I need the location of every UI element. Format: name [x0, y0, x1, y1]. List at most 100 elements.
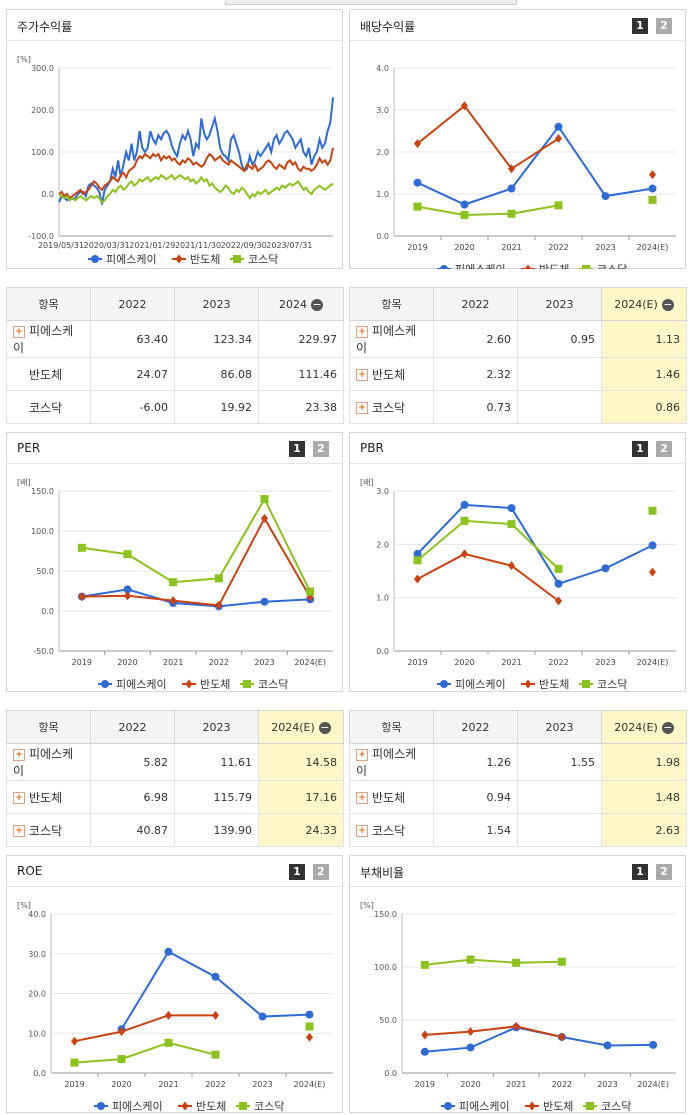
table-header-cell: 2024(E) − — [601, 710, 687, 744]
x-tick-label: 2020 — [454, 658, 474, 667]
collapse-icon[interactable]: − — [311, 297, 323, 311]
expand-icon[interactable]: + — [356, 825, 368, 837]
panel-title: 주가수익률 — [17, 20, 73, 34]
expand-icon[interactable]: + — [13, 825, 25, 837]
page-1-button[interactable]: 1 — [289, 441, 305, 457]
y-tick-label: 50.0 — [36, 567, 54, 576]
data-point — [305, 1022, 314, 1031]
panel-header: 배당수익률 1 2 — [350, 10, 685, 41]
page-2-button[interactable]: 2 — [313, 864, 329, 880]
data-point — [97, 1102, 105, 1110]
table-cell: 229.97 — [258, 320, 344, 358]
data-point — [413, 549, 422, 558]
row-name-label: 피에스케이 — [13, 747, 74, 778]
panel-dividend-yield: 배당수익률 1 2 0.0 1.0 2.0 3.0 4.0 2019 2020 2021 202… — [349, 9, 686, 269]
x-tick-label: 2019 — [415, 1080, 435, 1089]
series-line-semi — [74, 1014, 216, 1043]
row-name-label: 피에스케이 — [13, 324, 74, 355]
data-point — [507, 504, 516, 513]
header-label: 2022 — [461, 720, 490, 734]
row-name-label: 코스닥 — [372, 400, 406, 415]
row-name-cell: + 피에스케이 — [6, 320, 91, 358]
data-point — [233, 255, 241, 263]
x-tick-label: 2023/07/31 — [266, 241, 312, 250]
header-label: 2022 — [118, 297, 147, 311]
table-cell — [517, 813, 602, 847]
expand-icon[interactable]: + — [13, 325, 25, 338]
expand-icon[interactable]: + — [356, 325, 368, 338]
unit-label: [%] — [360, 901, 374, 910]
data-point — [555, 596, 562, 606]
legend-label: 반도체 — [196, 1100, 226, 1113]
x-tick-label: 2023 — [595, 658, 615, 667]
table-cell: 2.32 — [433, 357, 518, 391]
table-row: 반도체 24.07 86.08 111.46 — [6, 357, 344, 391]
page-1-button[interactable]: 1 — [289, 864, 305, 880]
y-tick-label: -50.0 — [33, 647, 54, 656]
table-header-cell: 2023 — [517, 287, 602, 321]
page-1-button[interactable]: 1 — [632, 441, 648, 457]
table-row: + 반도체 2.32 1.46 — [349, 357, 687, 391]
expand-icon[interactable]: + — [356, 369, 368, 381]
page-2-button[interactable]: 2 — [656, 18, 672, 34]
roe-chart: [%] 0.0 10.0 20.0 30.0 40.0 2019 2020 2021 2022 20… — [17, 901, 333, 1113]
collapse-icon[interactable]: − — [318, 720, 331, 734]
data-point — [512, 958, 521, 967]
data-point — [260, 597, 269, 606]
collapse-icon[interactable]: − — [661, 720, 674, 734]
panel-title: PER — [17, 441, 41, 455]
collapse-icon[interactable]: − — [661, 297, 674, 311]
table-header-cell: 2022 — [433, 710, 518, 744]
data-point — [91, 255, 99, 263]
page-1-button[interactable]: 1 — [632, 18, 648, 34]
panel-per: PER 1 2 [배] -50.0 0.0 50.0 100.0 150.0 2019 202… — [6, 432, 343, 692]
data-point — [582, 265, 590, 269]
y-tick-label: 0.0 — [41, 190, 54, 199]
row-name-label: 반도체 — [29, 367, 63, 382]
page-1-button[interactable]: 1 — [632, 864, 648, 880]
table-header-row: 항목 2022 2023 2024(E) − — [6, 710, 344, 744]
expand-icon[interactable]: + — [13, 748, 25, 761]
y-tick-label: 1.0 — [376, 190, 389, 199]
x-tick-label: 2024(E) — [637, 658, 669, 667]
x-tick-label: 2022 — [548, 243, 568, 252]
data-point — [211, 1050, 220, 1059]
series-line-pse — [58, 97, 334, 205]
page-2-button[interactable]: 2 — [656, 441, 672, 457]
x-tick-label: 2021 — [163, 658, 183, 667]
data-point — [169, 578, 178, 587]
expand-icon[interactable]: + — [13, 792, 25, 804]
expand-icon[interactable]: + — [356, 402, 368, 414]
header-label: 2023 — [202, 297, 231, 311]
legend-item-kosdaq: 코스닥 — [240, 678, 288, 691]
unit-label: [배] — [17, 478, 31, 487]
legend-label: 코스닥 — [258, 678, 288, 691]
x-tick-label: 2020 — [460, 1080, 480, 1089]
legend-label: 코스닥 — [248, 253, 278, 266]
data-point — [554, 122, 563, 131]
panel-stock-return: 주가수익률 [%] -100.0 0.0 100.0 200.0 300.0 2019/05… — [6, 9, 343, 269]
table-header-cell: 2023 — [517, 710, 602, 744]
x-tick-label: 2021 — [506, 1080, 526, 1089]
header-label: 2023 — [545, 720, 574, 734]
row-name-cell: + 피에스케이 — [349, 320, 434, 358]
table-row: + 피에스케이 1.26 1.55 1.98 — [349, 743, 687, 781]
table-cell: 23.38 — [258, 390, 344, 424]
y-tick-label: 0.0 — [41, 607, 54, 616]
series-line-kosdaq — [424, 958, 562, 966]
panel-title: 배당수익률 — [360, 20, 416, 34]
table-cell: 0.95 — [517, 320, 602, 358]
data-point — [420, 1047, 429, 1056]
data-point — [70, 1058, 79, 1067]
y-tick-label: 10.0 — [28, 1029, 46, 1038]
panel-header: ROE 1 2 — [7, 856, 342, 887]
data-point — [460, 500, 469, 509]
page-2-button[interactable]: 2 — [656, 864, 672, 880]
x-tick-label: 2022 — [205, 1080, 225, 1089]
row-name-cell: + 반도체 — [6, 780, 91, 814]
expand-icon[interactable]: + — [356, 748, 368, 761]
expand-icon[interactable]: + — [356, 792, 368, 804]
page-2-button[interactable]: 2 — [313, 441, 329, 457]
data-point — [414, 139, 421, 149]
header-label: 2022 — [461, 297, 490, 311]
